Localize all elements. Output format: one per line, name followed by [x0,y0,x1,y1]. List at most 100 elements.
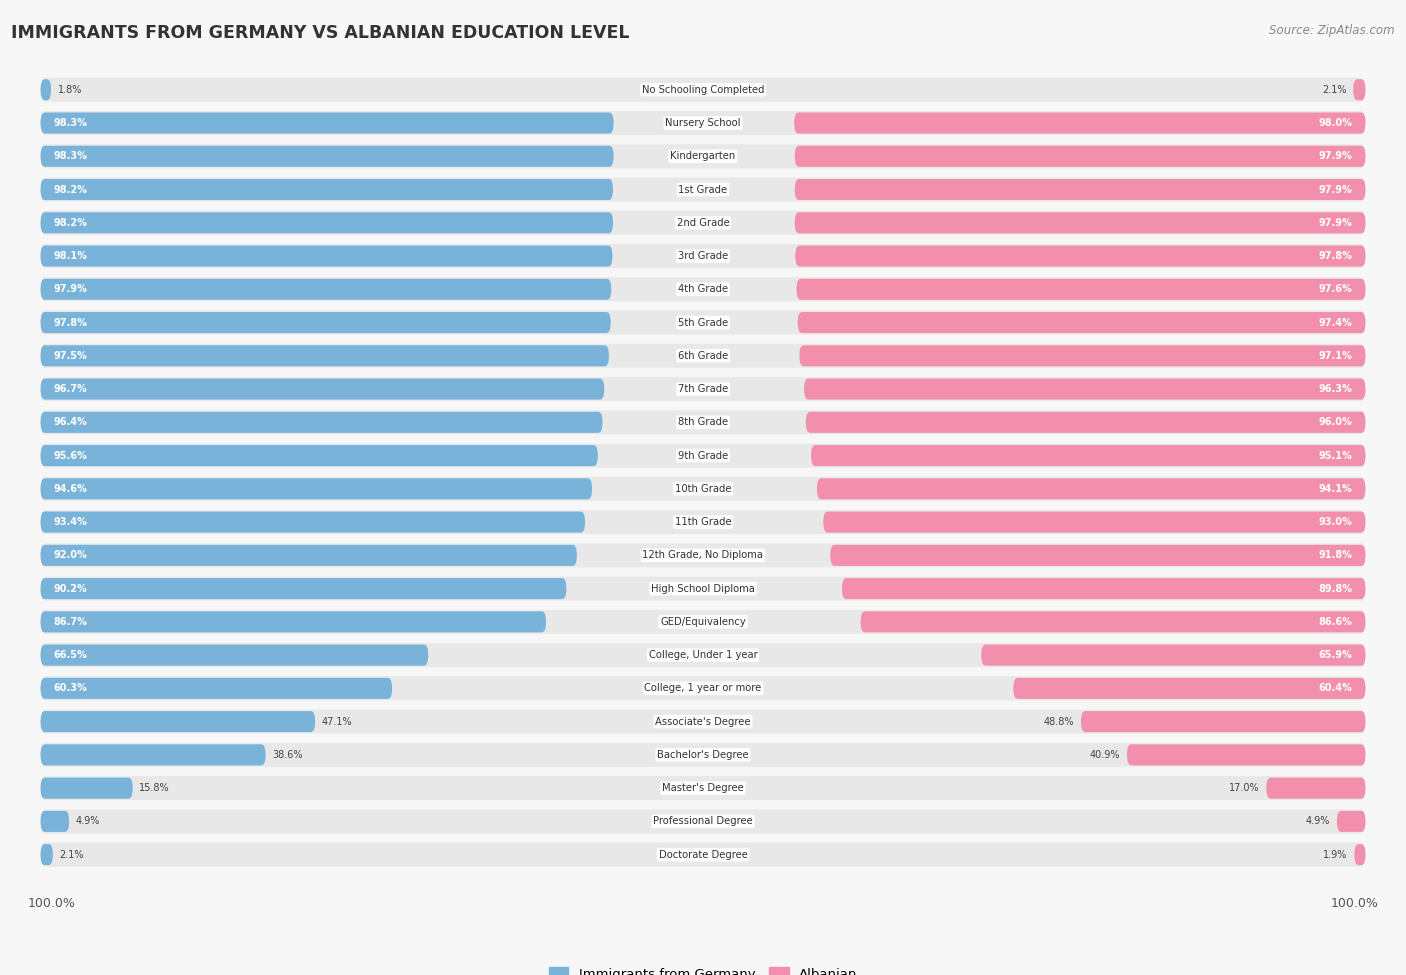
Text: 93.4%: 93.4% [53,517,87,527]
Text: 10th Grade: 10th Grade [675,484,731,493]
FancyBboxPatch shape [41,611,546,633]
FancyBboxPatch shape [1014,678,1365,699]
Text: 8th Grade: 8th Grade [678,417,728,427]
Text: 100.0%: 100.0% [27,897,75,910]
Text: 6th Grade: 6th Grade [678,351,728,361]
Text: 48.8%: 48.8% [1043,717,1074,726]
Text: 97.9%: 97.9% [1319,217,1353,228]
FancyBboxPatch shape [41,213,613,233]
Text: 93.0%: 93.0% [1319,517,1353,527]
Text: 15.8%: 15.8% [139,783,170,793]
Text: 40.9%: 40.9% [1090,750,1121,760]
FancyBboxPatch shape [824,512,1365,532]
Text: 86.6%: 86.6% [1319,617,1353,627]
Text: 12th Grade, No Diploma: 12th Grade, No Diploma [643,550,763,561]
Text: Source: ZipAtlas.com: Source: ZipAtlas.com [1270,24,1395,37]
FancyBboxPatch shape [41,545,576,566]
Text: 7th Grade: 7th Grade [678,384,728,394]
FancyBboxPatch shape [41,244,1365,268]
Text: 91.8%: 91.8% [1319,550,1353,561]
FancyBboxPatch shape [41,345,609,367]
FancyBboxPatch shape [41,644,1365,667]
FancyBboxPatch shape [41,377,1365,401]
Text: Nursery School: Nursery School [665,118,741,128]
Legend: Immigrants from Germany, Albanian: Immigrants from Germany, Albanian [541,960,865,975]
FancyBboxPatch shape [41,811,69,832]
FancyBboxPatch shape [794,112,1365,134]
Text: 95.1%: 95.1% [1319,450,1353,460]
Text: 98.1%: 98.1% [53,251,87,261]
FancyBboxPatch shape [41,776,1365,800]
Text: 94.6%: 94.6% [53,484,87,493]
FancyBboxPatch shape [41,312,610,333]
Text: 97.5%: 97.5% [53,351,87,361]
FancyBboxPatch shape [806,411,1365,433]
FancyBboxPatch shape [817,479,1365,499]
Text: 96.0%: 96.0% [1319,417,1353,427]
FancyBboxPatch shape [41,743,1365,767]
Text: 65.9%: 65.9% [1319,650,1353,660]
Text: 98.2%: 98.2% [53,217,87,228]
Text: 98.3%: 98.3% [53,118,87,128]
FancyBboxPatch shape [41,778,132,799]
Text: Professional Degree: Professional Degree [654,816,752,827]
Text: 1.8%: 1.8% [58,85,82,95]
FancyBboxPatch shape [41,744,266,765]
FancyBboxPatch shape [41,842,1365,867]
Text: 4.9%: 4.9% [76,816,100,827]
Text: IMMIGRANTS FROM GERMANY VS ALBANIAN EDUCATION LEVEL: IMMIGRANTS FROM GERMANY VS ALBANIAN EDUC… [11,24,630,42]
Text: 4th Grade: 4th Grade [678,285,728,294]
FancyBboxPatch shape [41,78,1365,101]
FancyBboxPatch shape [1267,778,1365,799]
FancyBboxPatch shape [41,112,613,134]
Text: 95.6%: 95.6% [53,450,87,460]
FancyBboxPatch shape [41,79,51,100]
Text: 90.2%: 90.2% [53,584,87,594]
FancyBboxPatch shape [1353,79,1365,100]
FancyBboxPatch shape [842,578,1365,599]
Text: 97.9%: 97.9% [1319,151,1353,161]
Text: 98.2%: 98.2% [53,184,87,195]
FancyBboxPatch shape [41,543,1365,567]
Text: 86.7%: 86.7% [53,617,87,627]
FancyBboxPatch shape [794,213,1365,233]
Text: Doctorate Degree: Doctorate Degree [658,849,748,860]
FancyBboxPatch shape [831,545,1365,566]
Text: 97.6%: 97.6% [1319,285,1353,294]
FancyBboxPatch shape [41,179,613,200]
FancyBboxPatch shape [41,211,1365,235]
FancyBboxPatch shape [41,512,585,532]
FancyBboxPatch shape [41,411,603,433]
Text: 60.3%: 60.3% [53,683,87,693]
Text: 9th Grade: 9th Grade [678,450,728,460]
FancyBboxPatch shape [797,312,1365,333]
Text: 47.1%: 47.1% [322,717,353,726]
FancyBboxPatch shape [1081,711,1365,732]
Text: 97.4%: 97.4% [1319,318,1353,328]
Text: Associate's Degree: Associate's Degree [655,717,751,726]
Text: Master's Degree: Master's Degree [662,783,744,793]
FancyBboxPatch shape [794,145,1365,167]
FancyBboxPatch shape [41,610,1365,634]
FancyBboxPatch shape [811,445,1365,466]
Text: 97.8%: 97.8% [1319,251,1353,261]
Text: 96.4%: 96.4% [53,417,87,427]
FancyBboxPatch shape [41,246,613,266]
Text: Bachelor's Degree: Bachelor's Degree [657,750,749,760]
FancyBboxPatch shape [41,710,1365,733]
Text: 3rd Grade: 3rd Grade [678,251,728,261]
FancyBboxPatch shape [796,279,1365,300]
FancyBboxPatch shape [41,844,53,865]
Text: Kindergarten: Kindergarten [671,151,735,161]
FancyBboxPatch shape [860,611,1365,633]
Text: 2.1%: 2.1% [59,849,84,860]
FancyBboxPatch shape [41,510,1365,534]
Text: 1.9%: 1.9% [1323,849,1348,860]
FancyBboxPatch shape [41,445,598,466]
FancyBboxPatch shape [41,279,612,300]
Text: 97.8%: 97.8% [53,318,87,328]
Text: 96.7%: 96.7% [53,384,87,394]
FancyBboxPatch shape [41,111,1365,135]
Text: 4.9%: 4.9% [1306,816,1330,827]
Text: High School Diploma: High School Diploma [651,584,755,594]
